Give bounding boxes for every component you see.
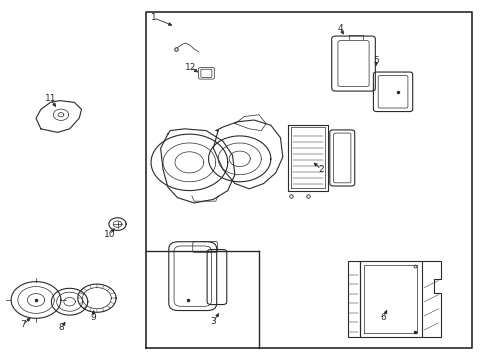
Text: 8: 8 xyxy=(59,323,64,332)
Text: 7: 7 xyxy=(20,320,26,329)
Text: 3: 3 xyxy=(210,317,216,326)
Text: 5: 5 xyxy=(373,55,378,64)
Text: 9: 9 xyxy=(90,313,96,322)
Text: 4: 4 xyxy=(337,24,343,33)
Text: 2: 2 xyxy=(318,165,324,174)
Text: 1: 1 xyxy=(150,13,156,22)
Text: 10: 10 xyxy=(103,230,115,239)
Text: 12: 12 xyxy=(185,63,196,72)
Text: 11: 11 xyxy=(44,94,56,103)
Text: 6: 6 xyxy=(380,313,386,322)
